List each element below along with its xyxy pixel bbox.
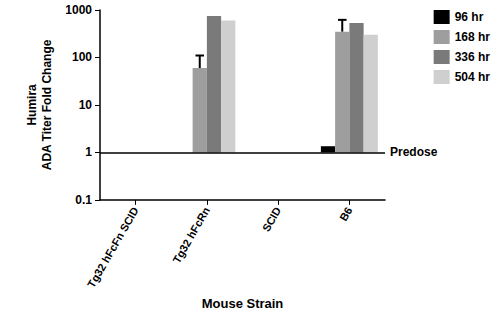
svg-text:10: 10 [79,98,93,112]
svg-text:Tg32 hFcRn: Tg32 hFcRn [170,205,212,266]
svg-text:1: 1 [85,145,92,159]
svg-text:Mouse Strain: Mouse Strain [202,296,284,311]
svg-text:504 hr: 504 hr [455,70,491,84]
svg-text:ADA Titer Fold Change: ADA Titer Fold Change [40,39,54,170]
svg-text:B6: B6 [337,205,354,223]
svg-text:100: 100 [72,50,92,64]
svg-text:0.1: 0.1 [75,193,92,207]
svg-text:SCID: SCID [260,205,284,234]
svg-text:336 hr: 336 hr [455,50,491,64]
svg-text:Predose: Predose [390,145,438,159]
svg-text:Humira: Humira [25,84,39,126]
svg-text:96 hr: 96 hr [455,10,484,24]
svg-text:168 hr: 168 hr [455,30,491,44]
svg-text:Tg32 hFcFn SCID: Tg32 hFcFn SCID [85,205,141,290]
svg-text:1000: 1000 [65,3,92,17]
